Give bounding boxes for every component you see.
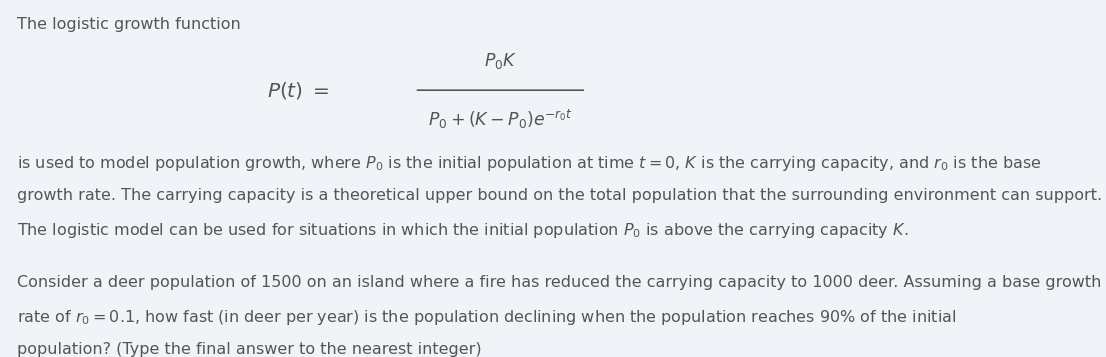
Text: The logistic model can be used for situations in which the initial population $P: The logistic model can be used for situa…	[18, 221, 909, 240]
Text: $P_0K$: $P_0K$	[483, 51, 517, 71]
Text: $P_0+(K-P_0)e^{-r_0 t}$: $P_0+(K-P_0)e^{-r_0 t}$	[428, 108, 573, 131]
Text: population? (Type the final answer to the nearest integer): population? (Type the final answer to th…	[18, 342, 482, 357]
Text: The logistic growth function: The logistic growth function	[18, 17, 241, 32]
Text: rate of $r_0 = 0.1$, how fast (in deer per year) is the population declining whe: rate of $r_0 = 0.1$, how fast (in deer p…	[18, 308, 957, 327]
Text: Consider a deer population of 1500 on an island where a fire has reduced the car: Consider a deer population of 1500 on an…	[18, 275, 1102, 290]
Text: is used to model population growth, where $P_0$ is the initial population at tim: is used to model population growth, wher…	[18, 154, 1042, 173]
Text: $P(t)\;=$: $P(t)\;=$	[267, 80, 328, 101]
Text: growth rate. The carrying capacity is a theoretical upper bound on the total pop: growth rate. The carrying capacity is a …	[18, 188, 1103, 203]
